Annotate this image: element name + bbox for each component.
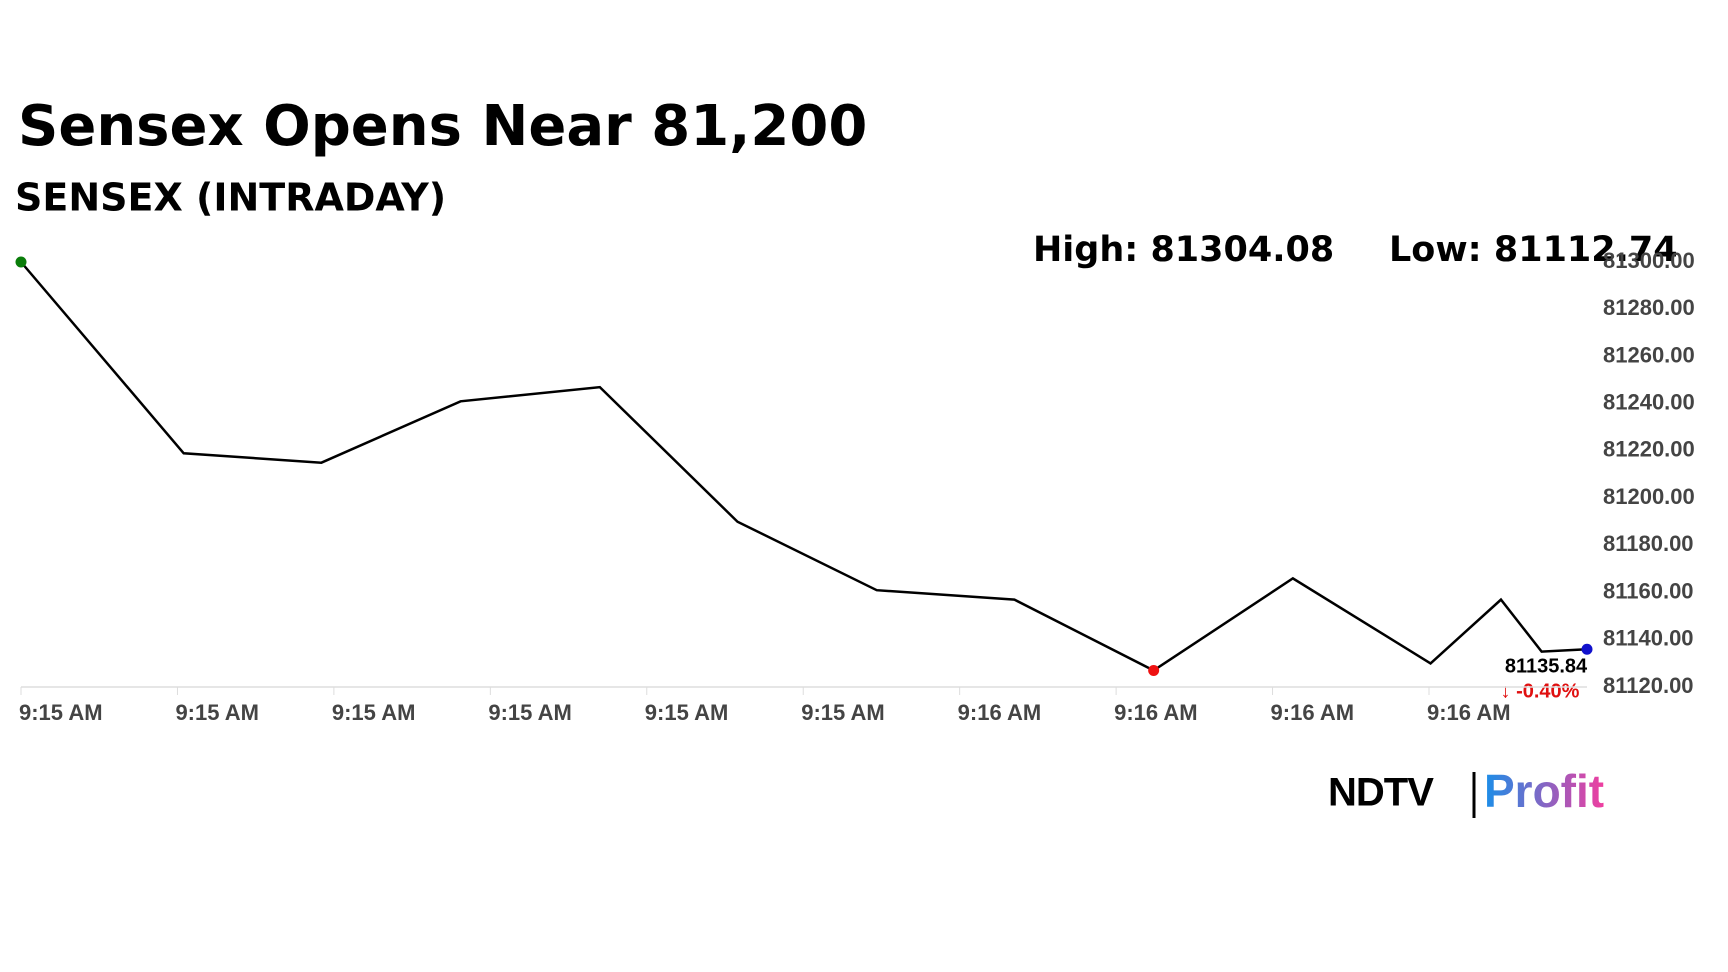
- x-tick-label: 9:16 AM: [1114, 700, 1198, 725]
- chart-subtitle: SENSEX (INTRADAY): [15, 176, 446, 220]
- x-tick-label: 9:16 AM: [1427, 700, 1511, 725]
- y-tick-label: 81180.00: [1603, 531, 1694, 556]
- x-tick-label: 9:15 AM: [488, 700, 572, 725]
- logo-ndtv: NDTV: [1328, 771, 1434, 815]
- x-tick-label: 9:15 AM: [332, 700, 416, 725]
- y-tick-label: 81200.00: [1603, 484, 1695, 509]
- point-marker: [15, 256, 27, 268]
- x-tick-label: 9:15 AM: [801, 700, 885, 725]
- y-tick-label: 81220.00: [1603, 437, 1695, 462]
- x-tick-label: 9:15 AM: [645, 700, 729, 725]
- x-tick-label: 9:16 AM: [958, 700, 1042, 725]
- point-marker: [1148, 664, 1160, 676]
- y-tick-label: 81300.00: [1603, 248, 1695, 273]
- x-tick-label: 9:16 AM: [1271, 700, 1355, 725]
- y-tick-label: 81140.00: [1603, 626, 1694, 651]
- logo-profit: Profit: [1484, 765, 1604, 817]
- y-tick-label: 81120.00: [1603, 673, 1694, 698]
- y-tick-label: 81240.00: [1603, 389, 1695, 414]
- chart-title: Sensex Opens Near 81,200: [18, 94, 867, 159]
- low-label: Low: 81112.74: [1389, 230, 1678, 270]
- x-tick-label: 9:15 AM: [175, 700, 259, 725]
- last-value-label: 81135.84: [1505, 655, 1588, 677]
- series-line: [20, 261, 1588, 672]
- y-tick-label: 81160.00: [1603, 578, 1694, 603]
- x-tick-label: 9:15 AM: [19, 700, 103, 725]
- point-marker: [1581, 643, 1593, 655]
- high-label: High: 81304.08: [1033, 230, 1334, 270]
- y-tick-label: 81260.00: [1603, 342, 1695, 367]
- change-label: ↓ -0.40%: [1501, 680, 1580, 702]
- y-tick-label: 81280.00: [1603, 295, 1695, 320]
